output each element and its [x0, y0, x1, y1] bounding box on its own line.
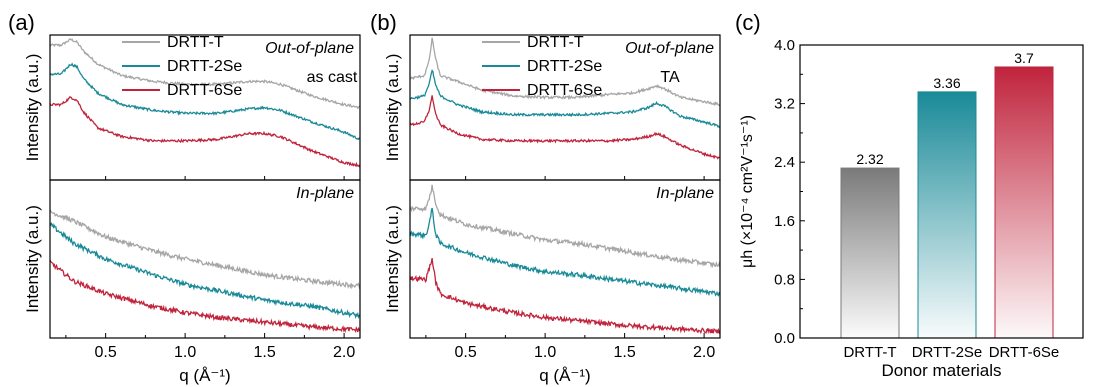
bar-DRTT-T: [840, 167, 900, 339]
bar-DRTT-2Se: [917, 91, 977, 339]
series-line-DRTT-T: [49, 38, 361, 110]
bar-value-label: 3.36: [933, 75, 960, 91]
bar-value-label: 2.32: [856, 151, 883, 167]
subplot-frame: [49, 179, 361, 339]
y-axis-label: μh (×10⁻⁴ cm²V⁻¹s⁻¹): [739, 115, 756, 268]
legend-label: DRTT-T: [527, 34, 584, 51]
panel-label: (a): [8, 10, 35, 35]
subplot-out-of-plane: Intensity (a.u.) Out-of-plane as cast DRTT-…: [23, 34, 361, 181]
y-axis-label: Intensity (a.u.): [383, 54, 402, 162]
y-axis-label: Intensity (a.u.): [383, 205, 402, 313]
x-axis-label: Donor materials: [882, 361, 1002, 380]
series-line-DRTT-6Se: [49, 259, 361, 334]
bar-value-label: 3.7: [1014, 50, 1034, 66]
y-tick-label: 4.0: [774, 37, 795, 54]
x-tick-label: 1.0: [174, 344, 196, 361]
annotation: Out-of-plane: [625, 40, 714, 57]
x-axis-label: q (Å⁻¹): [539, 366, 590, 385]
series-line-DRTT-T: [409, 37, 721, 107]
series-line-DRTT-2Se: [409, 69, 721, 128]
subplot-out-of-plane: Intensity (a.u.) Out-of-plane TA DRTT-T DRTT…: [383, 34, 721, 181]
y-tick-label: 2.4: [774, 154, 795, 171]
y-tick-label: 0.0: [774, 330, 795, 347]
legend-label: DRTT-2Se: [167, 58, 242, 75]
x-tick-label: 1.5: [253, 344, 275, 361]
series-line-DRTT-6Se: [409, 95, 721, 160]
y-tick-label: 3.2: [774, 96, 795, 113]
subplot-in-plane: Intensity (a.u.) In-plane: [23, 179, 361, 339]
annotation: as cast: [307, 69, 358, 86]
annotation: In-plane: [296, 185, 354, 202]
bar-DRTT-6Se: [994, 66, 1054, 339]
x-tick-label: DRTT-6Se: [989, 344, 1060, 361]
annotation: In-plane: [656, 185, 714, 202]
series-line-DRTT-T: [49, 209, 361, 290]
y-tick-label: 0.8: [774, 271, 795, 288]
y-axis-label: Intensity (a.u.): [23, 54, 42, 162]
y-axis-label: Intensity (a.u.): [23, 205, 42, 313]
y-tick-label: 1.6: [774, 213, 795, 230]
x-tick-label: 1.5: [613, 344, 635, 361]
series-line-DRTT-6Se: [409, 257, 721, 335]
x-tick-label: 0.5: [95, 344, 117, 361]
legend-label: DRTT-6Se: [167, 82, 242, 99]
x-tick-label: DRTT-T: [843, 344, 896, 361]
series-line-DRTT-6Se: [49, 96, 361, 168]
annotation: Out-of-plane: [265, 40, 354, 57]
x-axis-label: q (Å⁻¹): [179, 366, 230, 385]
x-tick-label: 0.5: [455, 344, 477, 361]
x-tick-label: DRTT-2Se: [912, 344, 983, 361]
panel-label: (b): [370, 10, 397, 35]
subplot-in-plane: Intensity (a.u.) In-plane: [383, 179, 721, 339]
series-line-DRTT-2Se: [409, 207, 721, 297]
panel-label: (c): [735, 10, 761, 35]
legend-label: DRTT-6Se: [527, 82, 602, 99]
series-line-DRTT-2Se: [49, 62, 361, 141]
series-line-DRTT-T: [409, 184, 721, 269]
legend-label: DRTT-2Se: [527, 58, 602, 75]
x-tick-label: 1.0: [534, 344, 556, 361]
x-tick-label: 2.0: [333, 344, 355, 361]
series-line-DRTT-2Se: [49, 222, 361, 320]
subplot-frame: [409, 179, 721, 339]
legend-label: DRTT-T: [167, 34, 224, 51]
annotation: TA: [660, 69, 680, 86]
x-tick-label: 2.0: [693, 344, 715, 361]
